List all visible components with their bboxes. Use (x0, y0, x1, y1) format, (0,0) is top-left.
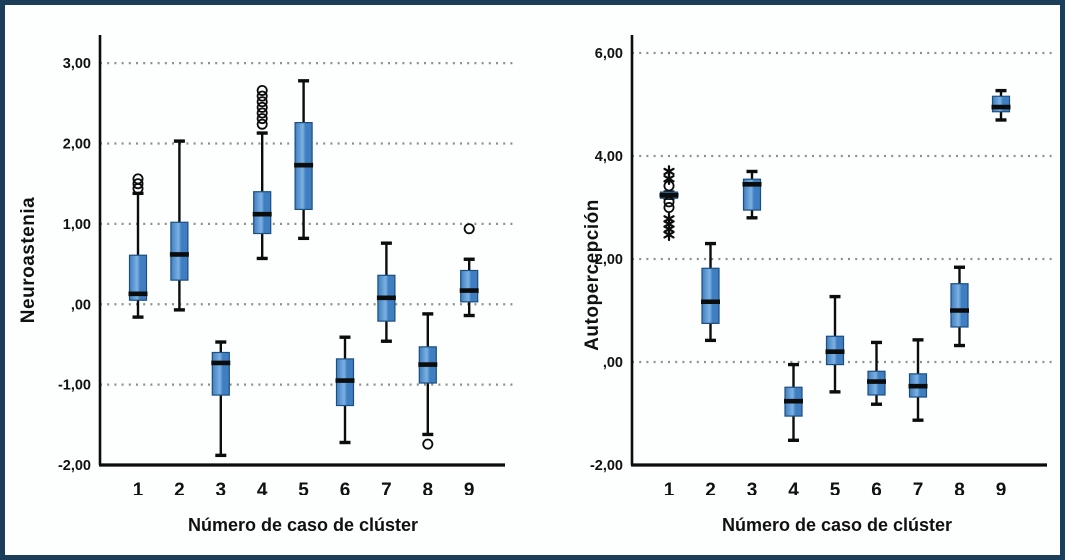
box-cluster-3 (742, 169, 762, 220)
y-axis-title-neuroastenia: Neuroastenia (18, 196, 39, 324)
box-cluster-5 (825, 294, 845, 394)
boxplot-chart-neuroastenia: 3,00 2,00 1,00 ,00 -1,00 -2,00 1 2 3 4 5 6 7 8 9 (58, 35, 517, 495)
y-tick-label: 1,00 (63, 217, 91, 233)
box-cluster-9 (459, 223, 479, 318)
box-cluster-2 (169, 139, 189, 312)
box-cluster-4 (784, 362, 803, 442)
y-tick-label: -2,00 (58, 458, 91, 474)
box-cluster-7 (908, 338, 928, 422)
box-cluster-3 (211, 340, 231, 458)
x-axis-title-right: Número de caso de clúster (721, 515, 953, 535)
x-category-label: 8 (954, 480, 965, 495)
box-cluster-6 (867, 340, 886, 406)
outlier-marker (463, 223, 475, 235)
y-tick-label: 3,00 (63, 56, 91, 72)
iqr-box (701, 267, 720, 324)
outlier-marker (663, 202, 675, 214)
box-cluster-6 (335, 335, 355, 445)
boxplot-chart-autopercepcion: 6,00 4,00 2,00 ,00 -2,00 1 2 3 4 5 6 7 8 9 (590, 35, 1054, 495)
y-tick-label: 6,00 (595, 46, 623, 62)
box-cluster-2 (701, 241, 720, 343)
box-cluster-4 (252, 84, 272, 261)
outlier-marker (132, 173, 144, 185)
x-axis-title-left: Número de caso de clúster (187, 515, 419, 535)
iqr-box (991, 95, 1011, 113)
x-category-label: 2 (705, 480, 716, 495)
outlier-marker (256, 90, 268, 102)
iqr-box (460, 269, 479, 303)
iqr-box (950, 283, 969, 328)
x-category-label: 5 (830, 480, 841, 495)
x-category-label: 1 (664, 480, 675, 495)
iqr-box (128, 254, 148, 301)
x-category-label: 8 (423, 480, 434, 495)
boxplot-panel-autopercepcion: Autopercepción 6,00 4,00 2,00,00 -2,00 1 2 3 4 5… (537, 5, 1060, 555)
outlier-marker (422, 438, 434, 450)
x-category-label: 4 (788, 480, 799, 495)
extreme-marker (663, 167, 675, 176)
y-tick-label: 4,00 (595, 149, 623, 165)
boxplot-panel-neuroastenia: Neuroastenia 3,00 2,00 1,00 ,00 -1,00 -2,00 1 2… (5, 5, 537, 555)
outlier-marker (256, 84, 268, 96)
y-tick-label: -2,00 (590, 458, 623, 474)
box-cluster-5 (294, 79, 314, 241)
x-category-label: 6 (871, 480, 882, 495)
outlier-marker (256, 96, 268, 108)
box-cluster-1 (659, 165, 679, 242)
x-category-label: 4 (257, 480, 268, 495)
x-category-label: 2 (174, 480, 185, 495)
box-cluster-1 (128, 173, 148, 319)
x-category-label: 9 (996, 480, 1007, 495)
extreme-marker (663, 231, 675, 239)
x-category-label: 7 (913, 480, 924, 495)
iqr-box (742, 178, 762, 211)
outlier-marker (256, 101, 268, 113)
y-tick-label: ,00 (603, 355, 623, 371)
box-cluster-8 (418, 312, 438, 450)
box-cluster-9 (991, 88, 1011, 122)
x-category-label: 3 (747, 480, 758, 495)
outlier-marker (663, 196, 675, 208)
extreme-marker (663, 174, 675, 183)
x-category-label: 9 (464, 480, 475, 495)
y-tick-label: 2,00 (63, 137, 91, 153)
x-category-label: 7 (381, 480, 392, 495)
x-category-label: 5 (298, 480, 309, 495)
outlier-marker (256, 113, 268, 125)
x-category-label: 6 (340, 480, 351, 495)
iqr-box (170, 221, 189, 281)
iqr-box (211, 351, 230, 396)
y-tick-label: -1,00 (58, 378, 91, 394)
x-category-label: 3 (216, 480, 227, 495)
outlier-marker (132, 178, 144, 190)
box-cluster-7 (376, 241, 396, 343)
y-tick-label: ,00 (71, 297, 91, 313)
box-cluster-8 (950, 265, 969, 348)
x-category-label: 1 (133, 480, 144, 495)
y-tick-label: 2,00 (595, 252, 623, 268)
outlier-marker (256, 107, 268, 119)
outlier-marker (256, 118, 268, 130)
